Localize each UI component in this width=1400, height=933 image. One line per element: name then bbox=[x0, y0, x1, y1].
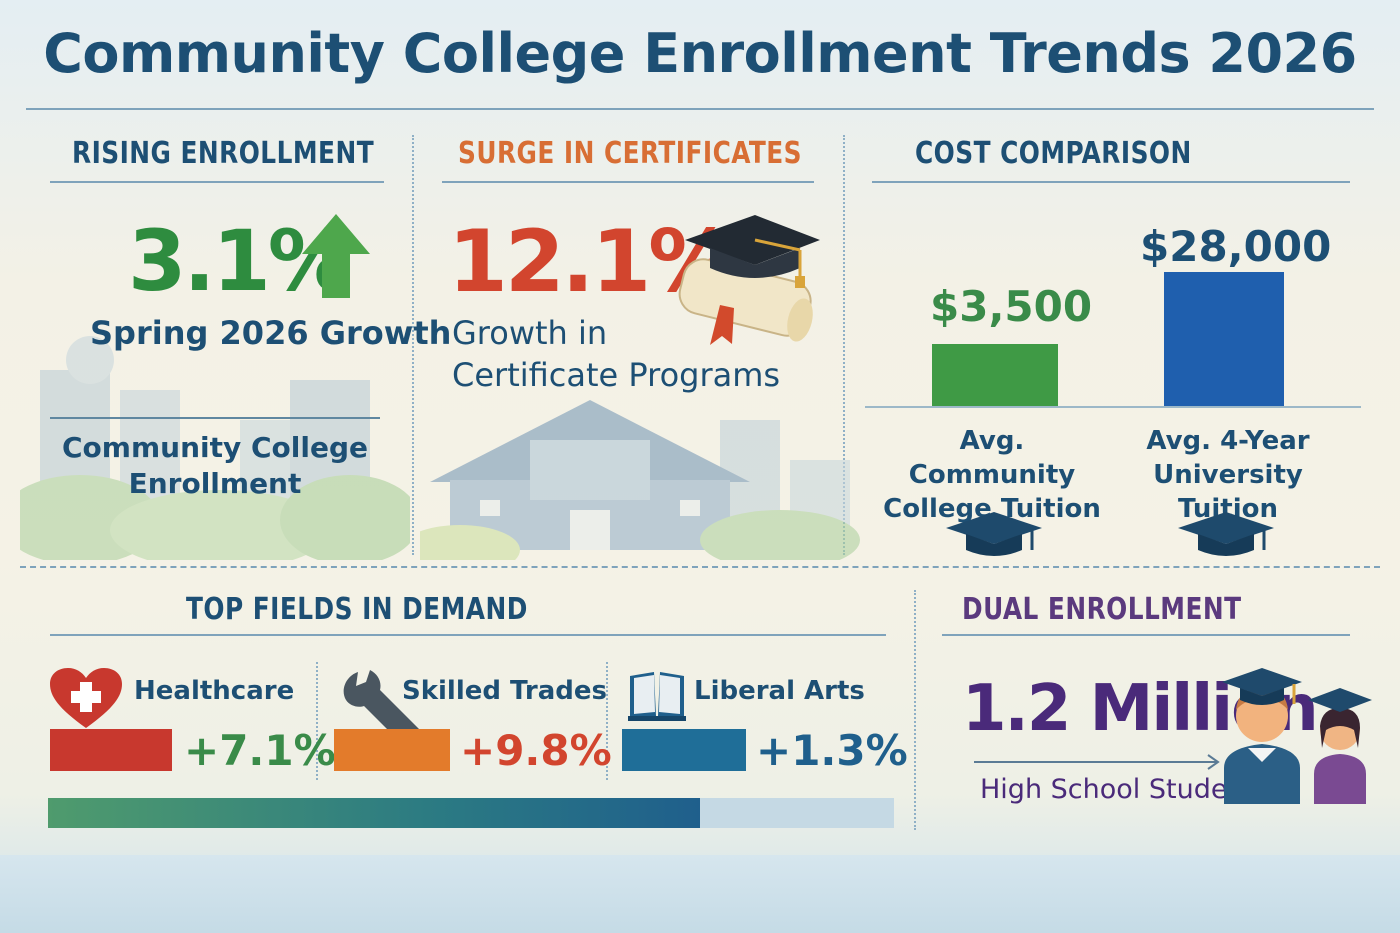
fields-gradient-bar bbox=[48, 798, 894, 828]
divider bbox=[843, 135, 845, 555]
section-divider bbox=[872, 181, 1350, 183]
rising-enrollment-value: 3.1% bbox=[128, 212, 352, 310]
heart-cross-icon bbox=[50, 668, 122, 728]
divider bbox=[316, 662, 318, 780]
section-divider bbox=[50, 634, 886, 636]
rising-enrollment-footer: Community College Enrollment bbox=[62, 431, 368, 500]
cost-label-community-college: Avg. Community College Tuition bbox=[875, 424, 1109, 526]
certificates-caption-line: Certificate Programs bbox=[452, 356, 781, 394]
field-bar-liberal-arts bbox=[622, 729, 746, 771]
rising-enrollment-caption: Spring 2026 Growth bbox=[90, 314, 452, 352]
page-title: Community College Enrollment Trends 2026 bbox=[43, 22, 1357, 85]
graduation-cap-icon bbox=[946, 512, 1042, 556]
cost-value-label: $28,000 bbox=[1140, 222, 1332, 271]
field-value-skilled-trades: +9.8% bbox=[460, 726, 612, 775]
field-bar-healthcare bbox=[50, 729, 172, 771]
dual-enrollment-heading: DUAL ENROLLMENT bbox=[962, 592, 1242, 627]
fields-gradient-fill bbox=[48, 798, 700, 828]
certificates-heading: SURGE IN CERTIFICATES bbox=[458, 136, 802, 171]
title-divider bbox=[26, 108, 1374, 110]
section-divider bbox=[50, 181, 384, 183]
divider bbox=[606, 662, 608, 780]
cost-comparison-heading: COST COMPARISON bbox=[915, 136, 1192, 171]
cost-label-line: Avg. 4-Year bbox=[1146, 426, 1310, 456]
section-divider bbox=[942, 634, 1350, 636]
certificates-caption-line: Growth in bbox=[452, 314, 608, 352]
field-name-liberal-arts: Liberal Arts bbox=[694, 676, 865, 706]
graduation-cap-icon bbox=[1178, 512, 1274, 556]
rising-enrollment-heading: RISING ENROLLMENT bbox=[72, 136, 375, 171]
field-name-healthcare: Healthcare bbox=[134, 676, 295, 706]
students-icon bbox=[1222, 668, 1372, 804]
cost-bar-university bbox=[1164, 272, 1284, 406]
arrow-up-icon bbox=[302, 214, 370, 298]
graduation-diploma-icon bbox=[678, 215, 820, 345]
dual-enrollment-caption: High School Students bbox=[980, 774, 1270, 805]
divider bbox=[914, 590, 916, 830]
field-name-skilled-trades: Skilled Trades bbox=[402, 676, 608, 706]
city-skyline-illustration bbox=[20, 336, 410, 560]
certificates-caption: Growth in Certificate Programs bbox=[452, 312, 780, 396]
section-divider bbox=[442, 181, 814, 183]
field-bar-skilled-trades bbox=[334, 729, 450, 771]
cost-label-line: Avg. Community bbox=[908, 426, 1076, 490]
cost-label-university: Avg. 4-Year University Tuition bbox=[1112, 424, 1344, 526]
cost-value-label: $3,500 bbox=[930, 282, 1093, 331]
footer-band bbox=[0, 855, 1400, 933]
chart-baseline bbox=[865, 406, 1361, 408]
section-divider bbox=[50, 417, 380, 419]
arrow-right-icon bbox=[974, 754, 1220, 770]
college-building-illustration bbox=[420, 400, 860, 560]
field-value-liberal-arts: +1.3% bbox=[756, 726, 908, 775]
field-value-healthcare: +7.1% bbox=[184, 726, 336, 775]
cost-bar-community-college bbox=[932, 344, 1058, 406]
divider bbox=[412, 135, 414, 555]
cost-label-line: University Tuition bbox=[1153, 460, 1303, 524]
section-separator bbox=[20, 566, 1380, 568]
top-fields-heading: TOP FIELDS IN DEMAND bbox=[186, 592, 528, 627]
book-icon bbox=[628, 672, 686, 721]
